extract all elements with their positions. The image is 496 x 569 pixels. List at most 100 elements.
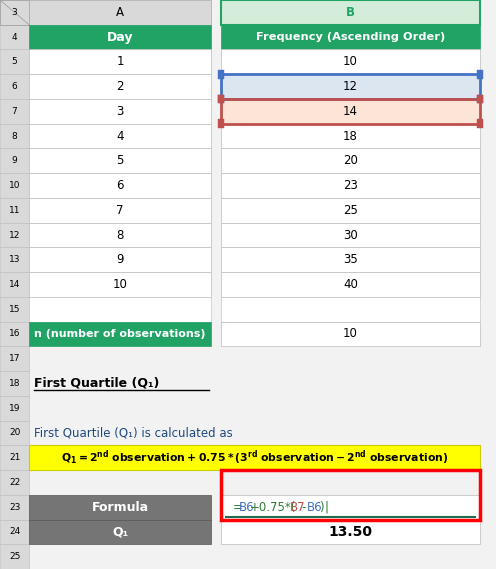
Bar: [218, 94, 224, 104]
Text: A: A: [116, 6, 124, 19]
Text: Formula: Formula: [91, 501, 149, 514]
Bar: [0, 123, 29, 149]
Text: Q₁: Q₁: [112, 525, 128, 538]
Bar: [0, 173, 29, 198]
Text: 23: 23: [343, 179, 358, 192]
Bar: [0, 272, 29, 297]
Text: 3: 3: [12, 8, 17, 17]
Bar: [221, 24, 480, 50]
Bar: [218, 94, 224, 104]
Bar: [221, 272, 480, 297]
Text: 2: 2: [116, 80, 124, 93]
Text: 11: 11: [9, 206, 20, 215]
Text: 6: 6: [12, 82, 17, 91]
Bar: [477, 94, 483, 104]
Bar: [0, 24, 29, 50]
Text: B: B: [346, 6, 355, 19]
Bar: [221, 470, 480, 519]
Text: 25: 25: [9, 552, 20, 561]
Bar: [0, 0, 29, 24]
Text: 24: 24: [9, 527, 20, 537]
Text: 12: 12: [343, 80, 358, 93]
Bar: [29, 50, 211, 74]
Text: Day: Day: [107, 31, 133, 44]
Text: 23: 23: [9, 502, 20, 512]
Text: =: =: [233, 501, 243, 514]
Text: Frequency (Ascending Order): Frequency (Ascending Order): [256, 32, 445, 42]
Text: 17: 17: [9, 354, 20, 363]
Bar: [29, 99, 211, 123]
Bar: [0, 347, 29, 371]
Bar: [221, 519, 480, 545]
Bar: [221, 222, 480, 248]
Bar: [218, 119, 224, 128]
Bar: [0, 99, 29, 123]
Bar: [0, 470, 29, 495]
Bar: [0, 74, 29, 99]
Bar: [29, 198, 211, 222]
Text: 12: 12: [9, 230, 20, 240]
Bar: [0, 321, 29, 347]
Text: 10: 10: [343, 55, 358, 68]
Text: 8: 8: [117, 229, 124, 241]
Bar: [0, 420, 29, 446]
Text: 1: 1: [116, 55, 124, 68]
Bar: [29, 24, 211, 50]
Bar: [29, 446, 480, 470]
Bar: [29, 222, 211, 248]
Bar: [29, 519, 211, 545]
Text: 4: 4: [12, 32, 17, 42]
Text: -: -: [302, 501, 306, 514]
Text: First Quartile (Q₁): First Quartile (Q₁): [34, 377, 159, 390]
Text: 14: 14: [9, 280, 20, 289]
Text: 19: 19: [9, 403, 20, 413]
Text: B6: B6: [307, 501, 323, 514]
Text: 16: 16: [9, 329, 20, 339]
Bar: [29, 149, 211, 173]
Bar: [477, 94, 483, 104]
Bar: [221, 321, 480, 347]
Bar: [477, 119, 483, 128]
Bar: [221, 248, 480, 272]
Text: 20: 20: [9, 428, 20, 438]
Bar: [0, 0, 29, 24]
Bar: [0, 248, 29, 272]
Text: 7: 7: [116, 204, 124, 217]
Bar: [221, 0, 480, 24]
Text: B7: B7: [290, 501, 306, 514]
Text: $\mathbf{Q_1 = 2^{nd}\ observation + 0.75 * (3^{rd}\ observation - 2^{nd}\ obser: $\mathbf{Q_1 = 2^{nd}\ observation + 0.7…: [61, 448, 448, 467]
Text: First Quartile (Q₁) is calculated as: First Quartile (Q₁) is calculated as: [34, 426, 233, 439]
Text: 18: 18: [9, 379, 20, 388]
Bar: [0, 446, 29, 470]
Bar: [0, 545, 29, 569]
Text: 15: 15: [9, 305, 20, 314]
Bar: [0, 371, 29, 396]
Text: 5: 5: [12, 57, 17, 67]
Text: 6: 6: [116, 179, 124, 192]
Text: 35: 35: [343, 253, 358, 266]
Text: 25: 25: [343, 204, 358, 217]
Text: 9: 9: [12, 156, 17, 166]
Text: |: |: [324, 501, 328, 514]
Bar: [221, 99, 480, 123]
Bar: [0, 198, 29, 222]
Text: 9: 9: [116, 253, 124, 266]
Text: 3: 3: [117, 105, 124, 118]
Text: B6: B6: [239, 501, 254, 514]
Text: 18: 18: [343, 130, 358, 143]
Text: 10: 10: [113, 278, 127, 291]
Bar: [0, 519, 29, 545]
Bar: [218, 70, 224, 79]
Text: n (number of observations): n (number of observations): [34, 329, 206, 339]
Bar: [0, 149, 29, 173]
Text: 21: 21: [9, 453, 20, 462]
Bar: [221, 74, 480, 99]
Text: 5: 5: [117, 154, 124, 167]
Bar: [0, 396, 29, 420]
Bar: [221, 495, 480, 519]
Bar: [29, 248, 211, 272]
Bar: [29, 297, 211, 321]
Text: 4: 4: [116, 130, 124, 143]
Bar: [221, 50, 480, 74]
Bar: [29, 0, 211, 24]
